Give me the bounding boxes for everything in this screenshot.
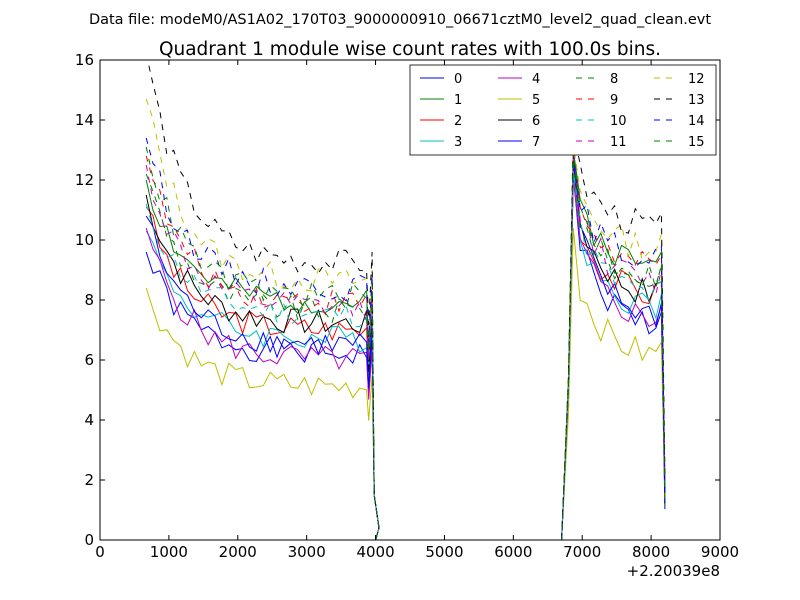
- legend-label-4: 4: [532, 72, 540, 87]
- series-line-12: [145, 98, 666, 540]
- y-tick-label-2: 4: [84, 411, 94, 429]
- series-line-10: [145, 170, 666, 540]
- x-tick-label-4: 4000: [356, 543, 394, 561]
- x-tick-label-7: 7000: [563, 543, 601, 561]
- series-line-1: [145, 149, 666, 540]
- legend-label-14: 14: [688, 114, 705, 129]
- chart-suptitle: Data file: modeM0/AS1A02_170T03_90000009…: [89, 12, 711, 28]
- legend-label-0: 0: [454, 72, 462, 87]
- y-tick-label-6: 12: [75, 171, 94, 189]
- legend-label-9: 9: [610, 93, 618, 108]
- x-axis-ticks: 0 1000 2000 3000 4000 5000 6000 7000 8000 9000: [95, 60, 739, 561]
- series-line-8: [145, 161, 666, 540]
- legend-label-6: 6: [532, 114, 540, 129]
- x-tick-label-1: 1000: [150, 543, 188, 561]
- x-tick-label-9: 9000: [701, 543, 739, 561]
- legend-label-8: 8: [610, 72, 618, 87]
- series-line-0: [145, 173, 666, 540]
- x-axis-offset-label: +2.20039e8: [627, 562, 720, 580]
- legend-label-12: 12: [688, 72, 705, 87]
- legend-label-10: 10: [610, 114, 627, 129]
- legend-label-1: 1: [454, 93, 462, 108]
- chart-title: Quadrant 1 module wise count rates with …: [159, 39, 661, 60]
- legend-label-5: 5: [532, 93, 540, 108]
- legend-frame: [409, 64, 717, 156]
- y-tick-label-4: 8: [84, 291, 94, 309]
- series-line-15: [145, 146, 666, 540]
- series-lines: [145, 60, 666, 540]
- series-line-14: [145, 137, 666, 540]
- y-tick-label-8: 16: [75, 51, 94, 69]
- legend-label-15: 15: [688, 135, 705, 150]
- legend-label-13: 13: [688, 93, 705, 108]
- legend-label-7: 7: [532, 135, 540, 150]
- x-tick-label-8: 8000: [632, 543, 670, 561]
- y-tick-label-5: 10: [75, 231, 94, 249]
- x-tick-label-3: 3000: [288, 543, 326, 561]
- y-tick-label-0: 0: [84, 531, 94, 549]
- y-tick-label-1: 2: [84, 471, 94, 489]
- y-tick-label-7: 14: [75, 111, 94, 129]
- x-tick-label-0: 0: [95, 543, 105, 561]
- y-tick-label-3: 6: [84, 351, 94, 369]
- x-tick-label-6: 6000: [494, 543, 532, 561]
- series-line-4: [145, 179, 666, 540]
- legend-label-3: 3: [454, 135, 462, 150]
- series-line-11: [145, 149, 666, 540]
- legend-label-11: 11: [610, 135, 627, 150]
- x-tick-label-2: 2000: [219, 543, 257, 561]
- series-line-5: [145, 227, 666, 540]
- x-tick-label-5: 5000: [425, 543, 463, 561]
- series-line-7: [145, 161, 666, 540]
- legend-label-2: 2: [454, 114, 462, 129]
